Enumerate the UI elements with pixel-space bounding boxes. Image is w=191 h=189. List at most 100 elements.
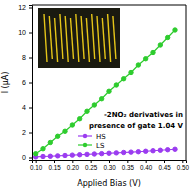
data-point: [48, 140, 52, 144]
x-tick: 0.40: [140, 160, 153, 171]
inset-strand: [86, 18, 89, 62]
inset-strand: [49, 16, 52, 59]
x-axis: 0.10 0.15 0.20 0.25 0.30 0.35 0.40 0.45 0.50: [30, 160, 189, 171]
x-tick-label: 0.15: [48, 164, 61, 171]
legend-label: HS: [96, 133, 106, 141]
data-point: [41, 154, 45, 158]
inset-strand: [44, 14, 47, 62]
data-point: [55, 134, 59, 138]
y-tick: 6: [22, 79, 32, 86]
y-tick-mark: [29, 108, 32, 109]
data-point: [143, 57, 147, 61]
x-tick-label: 0.40: [140, 164, 153, 171]
frame-top: [32, 5, 186, 6]
inset-strand: [81, 16, 84, 59]
inset-image: [38, 8, 120, 68]
x-tick-label: 0.30: [103, 164, 116, 171]
x-tick-mark: [109, 160, 110, 163]
data-point: [63, 129, 67, 133]
x-tick-label: 0.35: [122, 164, 135, 171]
data-point: [55, 154, 59, 158]
data-point: [121, 150, 125, 154]
annotation: -2NO₂ derivatives inpresence of gate 1.0…: [89, 111, 184, 130]
y-tick-mark: [29, 33, 32, 34]
inset-strand: [76, 14, 79, 62]
y-tick: 4: [22, 104, 32, 111]
inset-strand: [65, 16, 68, 62]
data-point: [136, 63, 140, 67]
y-tick-label: 4: [22, 104, 26, 111]
y-tick-mark: [29, 8, 32, 9]
data-point: [70, 153, 74, 157]
x-axis-title: Applied Bias (V): [77, 179, 141, 188]
x-tick: 0.45: [158, 160, 171, 171]
x-tick-mark: [91, 160, 92, 163]
y-tick-label: 6: [22, 79, 26, 86]
x-tick: 0.50: [177, 160, 190, 171]
x-axis-line: [33, 161, 187, 164]
data-point: [33, 152, 37, 156]
data-point: [121, 77, 125, 81]
legend-label: LS: [96, 142, 105, 150]
x-tick-mark: [72, 160, 73, 163]
x-tick: 0.35: [122, 160, 135, 171]
y-tick: 10: [18, 29, 32, 36]
inset-background: [38, 8, 120, 68]
frame-right: [186, 5, 187, 160]
inset-strand: [102, 18, 105, 59]
y-tick-label: 10: [18, 29, 26, 36]
y-tick: 0: [22, 154, 32, 161]
data-point: [99, 97, 103, 101]
y-axis: 0 2 4 6 8 10 12: [18, 4, 32, 161]
legend-marker: [83, 134, 87, 138]
data-point: [165, 148, 169, 152]
y-tick-label: 2: [22, 129, 26, 136]
data-point: [151, 149, 155, 153]
x-tick-label: 0.20: [67, 164, 80, 171]
annotation-text: -2NO₂ derivatives in: [104, 111, 183, 119]
x-tick-label: 0.45: [158, 164, 171, 171]
data-point: [70, 123, 74, 127]
plot-area: [33, 28, 177, 159]
y-axis-line: [29, 6, 33, 161]
x-tick-mark: [127, 160, 128, 163]
series-line: [36, 30, 175, 154]
x-tick-mark: [54, 160, 55, 163]
data-point: [114, 151, 118, 155]
inset-strand: [55, 18, 58, 62]
data-point: [99, 151, 103, 155]
x-tick: 0.10: [30, 160, 43, 171]
data-point: [158, 43, 162, 47]
x-tick: 0.30: [103, 160, 116, 171]
data-point: [143, 149, 147, 153]
y-tick: 8: [22, 54, 32, 61]
data-point: [41, 147, 45, 151]
chart: 0.10 0.15 0.20 0.25 0.30 0.35 0.40 0.45 0.50 0 2 4 6…: [0, 0, 191, 189]
data-point: [114, 83, 118, 87]
x-tick-label: 0.25: [85, 164, 98, 171]
data-point: [92, 103, 96, 107]
x-tick-mark: [182, 160, 183, 163]
data-point: [92, 152, 96, 156]
x-tick-mark: [164, 160, 165, 163]
data-point: [173, 28, 177, 32]
data-point: [129, 150, 133, 154]
inset-strand: [108, 14, 111, 62]
data-point: [151, 50, 155, 54]
x-tick-mark: [146, 160, 147, 163]
y-tick: 12: [18, 4, 32, 11]
y-axis-title: I (μA): [1, 72, 10, 94]
x-tick: 0.25: [85, 160, 98, 171]
y-tick-mark: [29, 158, 32, 159]
inset-strand: [92, 14, 95, 59]
x-tick-mark: [36, 160, 37, 163]
y-tick-label: 8: [22, 54, 26, 61]
x-tick: 0.20: [67, 160, 80, 171]
data-point: [107, 89, 111, 93]
data-point: [85, 109, 89, 113]
inset-strand: [60, 14, 63, 59]
x-tick: 0.15: [48, 160, 61, 171]
data-point: [165, 35, 169, 39]
data-point: [77, 117, 81, 121]
inset-strand: [113, 16, 116, 59]
